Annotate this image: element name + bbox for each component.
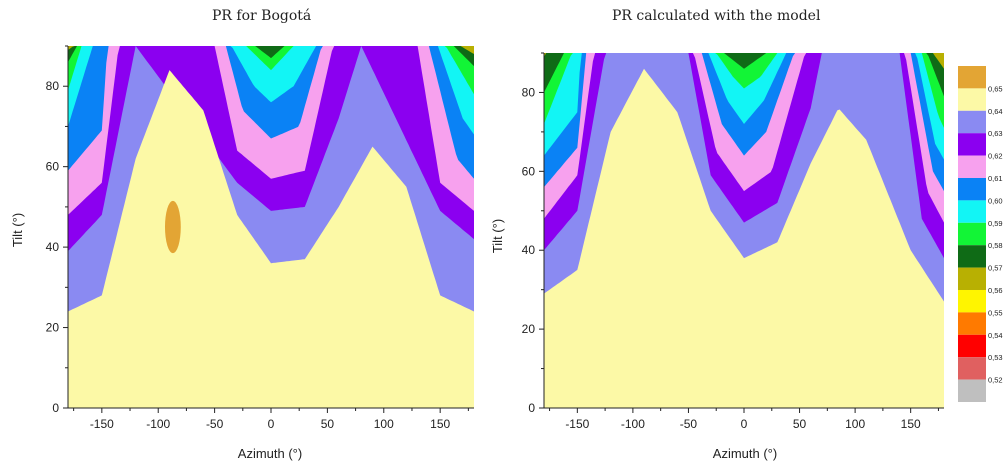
colorbar-label: 0,52 — [988, 376, 1003, 385]
x-tick-label: 50 — [793, 417, 807, 431]
x-tick-label: -150 — [90, 417, 114, 431]
x-tick-label: 100 — [845, 417, 865, 431]
y-tick-label: 0 — [528, 401, 535, 415]
x-tick-label: 150 — [901, 417, 921, 431]
contour-region-0.645 — [68, 70, 474, 408]
contour-region-0.645 — [544, 68, 944, 409]
chart-title-left: PR for Bogotá — [212, 8, 312, 24]
y-axis-label: Tilt (°) — [10, 213, 25, 247]
colorbar-swatch — [958, 245, 986, 268]
colorbar-label: 0,54 — [988, 331, 1003, 340]
colorbar-swatch — [958, 334, 986, 358]
x-tick-label: 50 — [321, 417, 335, 431]
colorbar-swatch — [958, 357, 986, 380]
colorbar-swatch — [958, 88, 986, 111]
colorbar-swatch — [958, 178, 986, 201]
colorbar-swatch — [958, 155, 986, 178]
x-tick-label: 100 — [374, 417, 394, 431]
x-tick-label: -150 — [565, 417, 589, 431]
y-tick-label: 0 — [52, 401, 59, 415]
y-tick-label: 20 — [46, 321, 60, 335]
y-tick-label: 80 — [522, 85, 536, 99]
colorbar-label: 0,58 — [988, 241, 1003, 250]
colorbar-swatch — [958, 200, 986, 223]
x-tick-label: 0 — [268, 417, 275, 431]
y-tick-label: 20 — [522, 322, 536, 336]
colorbar-label: 0,56 — [988, 286, 1003, 295]
y-tick-label: 80 — [46, 79, 60, 93]
colorbar-label: 0,55 — [988, 308, 1003, 317]
y-tick-label: 60 — [46, 160, 60, 174]
colorbar-swatch — [958, 110, 986, 134]
colorbar-label: 0,59 — [988, 219, 1003, 228]
colorbar-swatch — [958, 267, 986, 290]
colorbar-swatch — [958, 379, 986, 402]
chart-title-right: PR calculated with the model — [612, 8, 821, 24]
colorbar-label: 0,60 — [988, 196, 1003, 205]
y-tick-label: 60 — [522, 164, 536, 178]
colorbar-label: 0,61 — [988, 174, 1003, 183]
colorbar-label: 0,65 — [988, 84, 1003, 93]
x-axis-label: Azimuth (°) — [713, 446, 777, 461]
x-tick-label: -100 — [621, 417, 645, 431]
colorbar-swatch — [958, 133, 986, 156]
colorbar: 0,65 0,64 0,63 0,62 0,61 0,60 0,59 0,58 0,57 0,56… — [958, 66, 1003, 402]
colorbar-label: 0,62 — [988, 152, 1003, 161]
colorbar-label: 0,64 — [988, 107, 1003, 116]
contour-region-peak — [164, 200, 181, 254]
colorbar-label: 0,53 — [988, 353, 1003, 362]
x-tick-label: 150 — [430, 417, 450, 431]
colorbar-swatch — [958, 290, 986, 313]
colorbar-swatch — [958, 222, 986, 246]
y-axis-label: Tilt (°) — [490, 219, 505, 253]
y-tick-label: 40 — [522, 243, 536, 257]
colorbar-swatch — [958, 66, 986, 89]
x-tick-label: -100 — [146, 417, 170, 431]
x-tick-label: 0 — [741, 417, 748, 431]
heatmap-panel-0: -150 -100 -50 0 50 100 150 0 20 40 60 80 Azimuth (°)… — [10, 45, 474, 461]
y-tick-label: 40 — [46, 240, 60, 254]
x-tick-label: -50 — [206, 417, 224, 431]
colorbar-label: 0,57 — [988, 264, 1003, 273]
x-axis-label: Azimuth (°) — [238, 446, 302, 461]
colorbar-swatch — [958, 312, 986, 335]
heatmap-panel-1: -150 -100 -50 0 50 100 150 0 20 40 60 80 Azimuth (°)… — [490, 52, 944, 461]
x-tick-label: -50 — [680, 417, 698, 431]
colorbar-label: 0,63 — [988, 129, 1003, 138]
